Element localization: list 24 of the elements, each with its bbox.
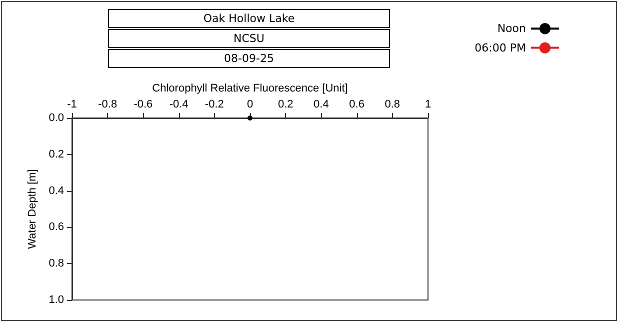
y-tick-label: 0.4 xyxy=(48,184,64,197)
text: 08-09-25 xyxy=(108,49,390,68)
x-tick-label: -0.6 xyxy=(134,98,153,110)
x-tick-label: 0.8 xyxy=(384,98,400,110)
legend-label: Noon xyxy=(497,22,526,36)
x-axis-title: Chlorophyll Relative Fluorescence [Unit] xyxy=(152,82,348,95)
x-tick-label: -0.8 xyxy=(98,98,118,110)
x-tick-label: -0.2 xyxy=(204,98,224,110)
x-tick-label: 0.6 xyxy=(349,98,364,110)
y-tick-label: 0.2 xyxy=(48,148,64,160)
y-tick-label: 0.0 xyxy=(48,112,64,124)
chart-title: Oak Hollow Lake xyxy=(108,9,390,28)
x-tick-label: 0.4 xyxy=(314,98,329,110)
y-tick-label: 0.6 xyxy=(48,221,64,234)
x-tick-label: 0 xyxy=(246,98,254,110)
chart-subtitle: NCSU xyxy=(108,29,390,48)
x-tick-label: 1 xyxy=(424,98,432,110)
y-axis-title: Water Depth [m] xyxy=(26,169,38,249)
x-tick-label: -0.4 xyxy=(169,98,188,110)
legend-label: 06:00 PM xyxy=(474,41,526,54)
y-tick-label: 0.8 xyxy=(48,258,64,270)
x-tick-label: 0.2 xyxy=(278,98,294,110)
y-tick-label: 1.0 xyxy=(48,294,64,306)
x-tick-label: -1 xyxy=(67,98,77,110)
